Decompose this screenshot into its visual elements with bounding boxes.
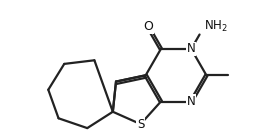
Text: N: N xyxy=(187,43,196,55)
Text: N: N xyxy=(187,95,196,108)
Text: S: S xyxy=(137,118,144,131)
Text: O: O xyxy=(143,20,153,33)
Text: NH$_2$: NH$_2$ xyxy=(204,19,228,34)
